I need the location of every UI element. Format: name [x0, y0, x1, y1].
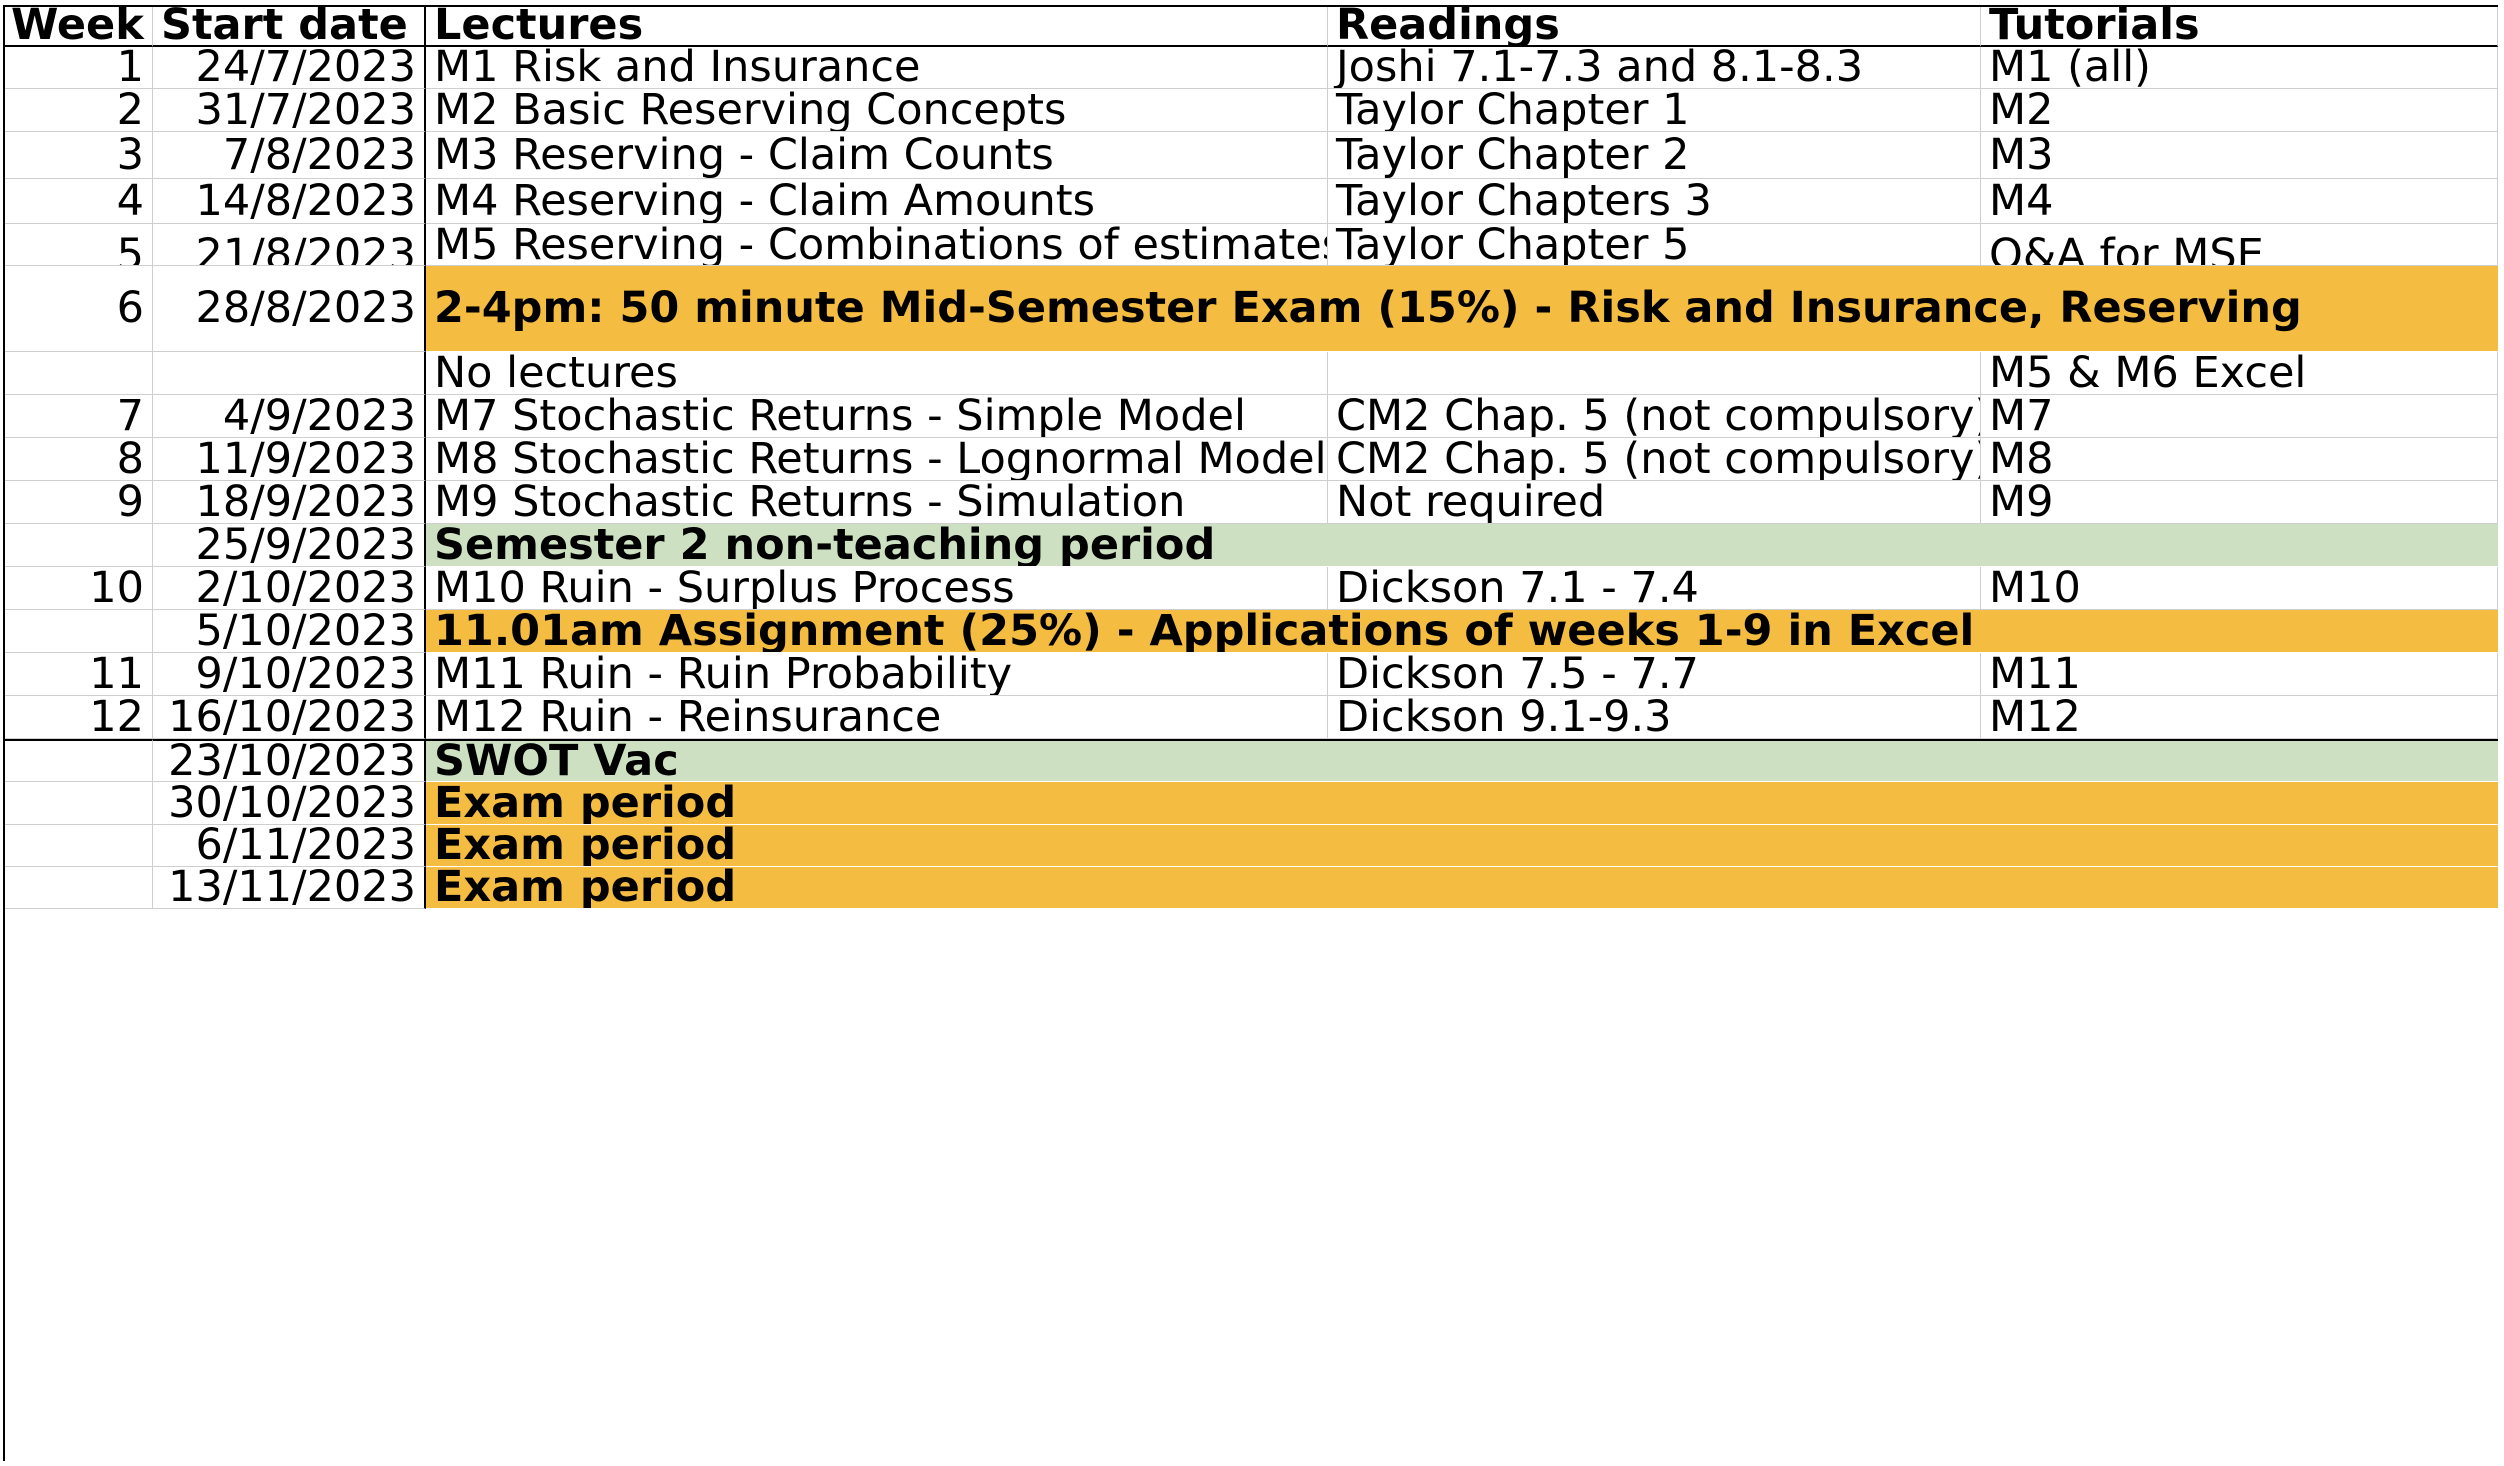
lecture-cell[interactable]: M9 Stochastic Returns - Simulation: [426, 481, 1328, 524]
start-date-cell[interactable]: 31/7/2023: [153, 89, 426, 132]
week-cell[interactable]: 12: [3, 696, 153, 739]
reading-cell[interactable]: Taylor Chapter 1: [1328, 89, 1981, 132]
week-cell[interactable]: 1: [3, 47, 153, 89]
header-readings[interactable]: Readings: [1328, 5, 1981, 47]
tutorial-cell[interactable]: M11: [1981, 653, 2498, 696]
week-cell[interactable]: 11: [3, 653, 153, 696]
tutorial-cell[interactable]: Q&A for MSE: [1981, 224, 2498, 266]
week-cell[interactable]: 6: [3, 266, 153, 352]
spreadsheet-grid: Week Start date Lectures Readings Tutorials 1…: [3, 5, 2498, 1461]
start-date-cell[interactable]: 23/10/2023: [153, 739, 426, 782]
start-date-cell[interactable]: 14/8/2023: [153, 179, 426, 224]
reading-line: Taylor Chapter 5: [1336, 224, 1690, 266]
week-cell[interactable]: [3, 782, 153, 825]
start-date-cell[interactable]: 2/10/2023: [153, 567, 426, 610]
start-date-cell[interactable]: 21/8/2023: [153, 224, 426, 266]
start-date-cell[interactable]: 13/11/2023: [153, 867, 426, 909]
banner-cell[interactable]: Exam period: [426, 825, 2498, 867]
start-date-cell[interactable]: 4/9/2023: [153, 395, 426, 438]
tutorial-cell[interactable]: M12: [1981, 696, 2498, 739]
week-cell[interactable]: 9: [3, 481, 153, 524]
banner-cell[interactable]: SWOT Vac: [426, 739, 2498, 782]
reading-cell[interactable]: [1328, 352, 1981, 395]
lecture-cell[interactable]: M5 Reserving - Combinations of estimates…: [426, 224, 1328, 266]
tutorial-cell[interactable]: M5 & M6 Excel: [1981, 352, 2498, 395]
header-lectures[interactable]: Lectures: [426, 5, 1328, 47]
week-cell[interactable]: [3, 524, 153, 567]
start-date-cell[interactable]: 30/10/2023: [153, 782, 426, 825]
week-cell[interactable]: 3: [3, 132, 153, 179]
week-cell[interactable]: 5: [3, 224, 153, 266]
week-cell[interactable]: [3, 610, 153, 653]
start-date-cell[interactable]: 9/10/2023: [153, 653, 426, 696]
tutorial-cell[interactable]: M9: [1981, 481, 2498, 524]
lecture-cell[interactable]: M1 Risk and Insurance: [426, 47, 1328, 89]
lecture-cell[interactable]: M2 Basic Reserving Concepts: [426, 89, 1328, 132]
tutorial-cell[interactable]: M3: [1981, 132, 2498, 179]
lecture-cell[interactable]: M7 Stochastic Returns - Simple Model: [426, 395, 1328, 438]
week-cell[interactable]: [3, 352, 153, 395]
start-date-cell[interactable]: 6/11/2023: [153, 825, 426, 867]
lecture-line: M5 Reserving - Combinations of estimates: [434, 224, 1328, 266]
week-cell[interactable]: 7: [3, 395, 153, 438]
tutorial-cell[interactable]: M7: [1981, 395, 2498, 438]
reading-cell[interactable]: Dickson 9.1-9.3: [1328, 696, 1981, 739]
start-date-cell[interactable]: 18/9/2023: [153, 481, 426, 524]
banner-cell[interactable]: 2-4pm: 50 minute Mid-Semester Exam (15%)…: [426, 266, 2498, 352]
lecture-cell[interactable]: No lectures: [426, 352, 1328, 395]
tutorial-cell[interactable]: M1 (all): [1981, 47, 2498, 89]
reading-cell[interactable]: Dickson 7.1 - 7.4: [1328, 567, 1981, 610]
header-start-date[interactable]: Start date: [153, 5, 426, 47]
start-date-cell[interactable]: 7/8/2023: [153, 132, 426, 179]
header-tutorials[interactable]: Tutorials: [1981, 5, 2498, 47]
reading-cell[interactable]: Taylor Chapter 2: [1328, 132, 1981, 179]
week-cell[interactable]: 8: [3, 438, 153, 481]
header-week[interactable]: Week: [3, 5, 153, 47]
lecture-cell[interactable]: M4 Reserving - Claim Amounts: [426, 179, 1328, 224]
lecture-cell[interactable]: M11 Ruin - Ruin Probability: [426, 653, 1328, 696]
start-date-cell[interactable]: 24/7/2023: [153, 47, 426, 89]
reading-cell[interactable]: Dickson 7.5 - 7.7: [1328, 653, 1981, 696]
week-cell[interactable]: 4: [3, 179, 153, 224]
week-cell[interactable]: 10: [3, 567, 153, 610]
lecture-cell[interactable]: M8 Stochastic Returns - Lognormal Model: [426, 438, 1328, 481]
week-cell[interactable]: [3, 825, 153, 867]
start-date-cell[interactable]: 11/9/2023: [153, 438, 426, 481]
reading-cell[interactable]: Taylor Chapters 3: [1328, 179, 1981, 224]
banner-cell[interactable]: Exam period: [426, 782, 2498, 825]
reading-cell[interactable]: Not required: [1328, 481, 1981, 524]
lecture-cell[interactable]: M3 Reserving - Claim Counts: [426, 132, 1328, 179]
banner-cell[interactable]: 11.01am Assignment (25%) - Applications …: [426, 610, 2498, 653]
tutorial-cell[interactable]: M10: [1981, 567, 2498, 610]
reading-cell[interactable]: CM2 Chap. 5 (not compulsory): [1328, 395, 1981, 438]
start-date-cell[interactable]: 16/10/2023: [153, 696, 426, 739]
start-date-cell[interactable]: [153, 352, 426, 395]
week-cell[interactable]: [3, 739, 153, 782]
tutorial-cell[interactable]: M2: [1981, 89, 2498, 132]
lecture-cell[interactable]: M10 Ruin - Surplus Process: [426, 567, 1328, 610]
reading-cell[interactable]: Taylor Chapter 5EE19, UE23: [1328, 224, 1981, 266]
start-date-cell[interactable]: 5/10/2023: [153, 610, 426, 653]
week-cell[interactable]: [3, 867, 153, 909]
lecture-cell[interactable]: M12 Ruin - Reinsurance: [426, 696, 1328, 739]
reading-cell[interactable]: Joshi 7.1-7.3 and 8.1-8.3: [1328, 47, 1981, 89]
banner-cell[interactable]: Semester 2 non-teaching period: [426, 524, 2498, 567]
reading-cell[interactable]: CM2 Chap. 5 (not compulsory): [1328, 438, 1981, 481]
start-date-cell[interactable]: 28/8/2023: [153, 266, 426, 352]
start-date-cell[interactable]: 25/9/2023: [153, 524, 426, 567]
tutorial-cell[interactable]: M4: [1981, 179, 2498, 224]
banner-cell[interactable]: Exam period: [426, 867, 2498, 909]
week-cell[interactable]: 2: [3, 89, 153, 132]
tutorial-cell[interactable]: M8: [1981, 438, 2498, 481]
